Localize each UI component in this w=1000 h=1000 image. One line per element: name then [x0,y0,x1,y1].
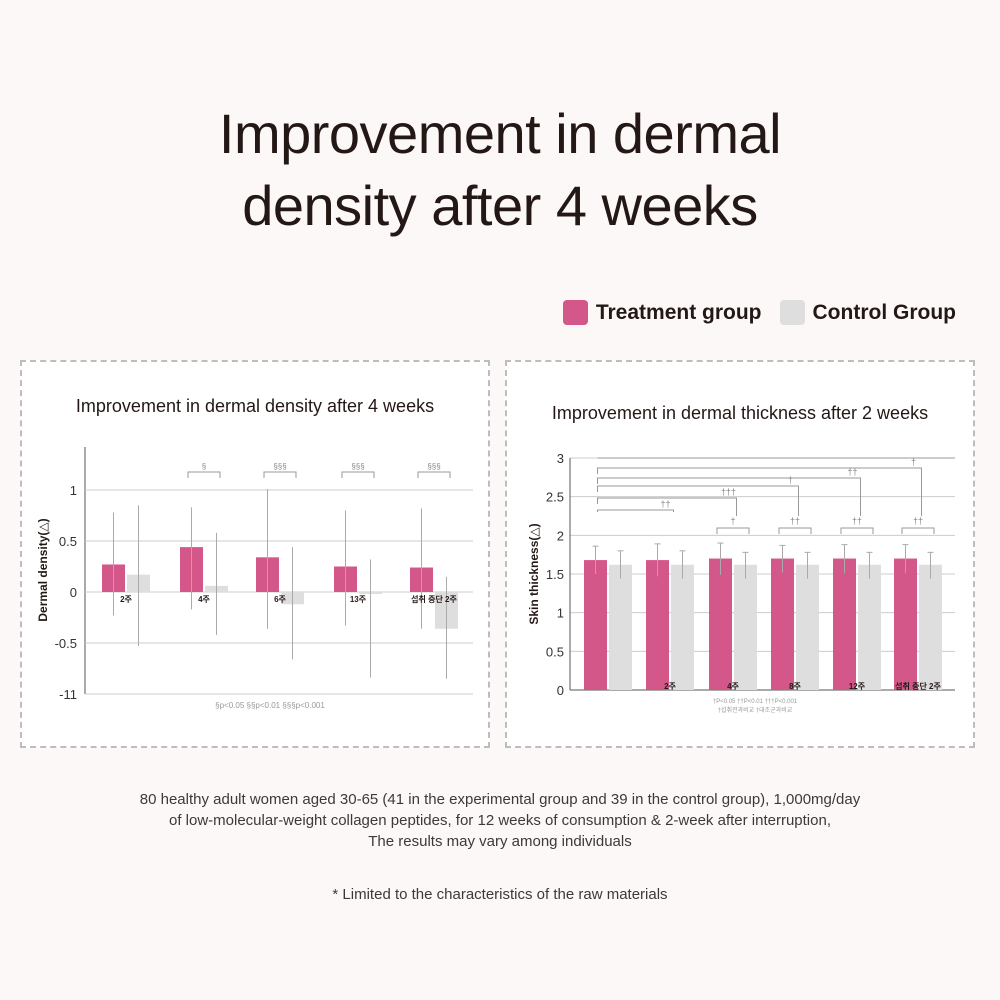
baseline-bracket [597,509,674,512]
control-bar [919,564,942,690]
baseline-significance-mark: ††† [721,487,736,497]
y-tick-label: 2.5 [546,490,564,505]
significance-bracket [341,471,375,478]
y-tick-label: 2 [557,528,564,543]
legend-label-treatment: Treatment group [595,300,762,324]
y-tick-label: 0 [70,585,77,600]
page-title-line-2: density after 4 weeks [242,174,758,237]
baseline-bracket [597,477,861,516]
significance-bracket [716,527,750,534]
x-category-label: 2주 [120,595,132,604]
significance-bracket [187,471,221,478]
significance-mark: §§§ [351,462,364,471]
thickness-chart-title: Improvement in dermal thickness after 2 … [551,403,929,423]
baseline-significance-mark: † [788,475,793,485]
significance-mark: §§§ [427,462,440,471]
significance-mark: § [202,462,206,471]
significance-mark: † [730,516,735,526]
x-category-label: 2주 [664,682,676,691]
legend-label-control: Control Group [812,300,956,324]
x-category-label: 13주 [350,595,367,604]
significance-mark: †† [913,516,923,526]
treatment-bar [584,560,607,690]
density-chart-panel: Improvement in dermal density after 4 we… [20,360,490,748]
x-category-label: 6주 [274,595,286,604]
significance-bracket [417,471,451,478]
baseline-bracket [597,497,737,516]
treatment-bar [833,558,856,690]
baseline-significance-mark: † [911,457,916,467]
legend-item-treatment: Treatment group [562,300,762,325]
baseline-bracket [597,485,799,516]
significance-mark: †† [790,516,800,526]
control-bar [858,564,881,690]
significance-note: †섭취전과비교 †대조군과비교 [718,706,793,714]
y-tick-label: 1 [70,483,77,498]
baseline-significance-mark: †† [847,467,857,477]
control-bar [671,564,694,690]
significance-note: †P<0.05 ††P<0.01 †††P<0.001 [713,699,798,705]
y-tick-label: 3 [557,451,564,466]
baseline-significance-mark: †† [660,499,670,509]
y-tick-label: -0.5 [55,636,77,651]
significance-bracket [901,527,935,534]
x-category-label: 4주 [198,595,210,604]
y-tick-label: 1 [557,606,564,621]
legend-swatch-control [779,300,805,325]
significance-note: §p<0.05 §§p<0.01 §§§p<0.001 [215,701,325,710]
study-description-line-1: 80 healthy adult women aged 30-65 (41 in… [139,791,861,808]
density-chart-title: Improvement in dermal density after 4 we… [75,396,435,416]
y-tick-label: 0 [557,683,564,698]
page-title-line-1: Improvement in dermal [218,102,782,165]
x-category-label: 8주 [789,682,801,691]
study-description-line-2: of low-molecular-weight collagen peptide… [168,812,831,829]
y-tick-label: -11 [59,687,77,702]
y-tick-label: 1.5 [546,567,564,582]
significance-bracket [778,527,812,534]
significance-mark: †† [852,516,862,526]
significance-bracket [840,527,874,534]
x-category-label: 섭취 중단 2주 [411,594,457,604]
y-axis-label: Dermal density(△) [36,518,50,621]
control-bar [609,564,632,690]
y-tick-label: 0.5 [546,644,564,659]
y-tick-label: 0.5 [59,534,77,549]
x-category-label: 12주 [849,682,866,691]
legend-swatch-treatment [562,300,588,325]
significance-bracket [263,471,297,478]
legend: Treatment group Control Group [562,300,956,325]
baseline-bracket [597,467,922,516]
control-bar [796,564,819,690]
legend-item-control: Control Group [779,300,956,325]
treatment-bar [771,558,794,690]
treatment-bar [709,558,732,690]
study-description-line-3: The results may vary among individuals [368,833,632,850]
treatment-bar [646,560,669,690]
study-description: 80 healthy adult women aged 30-65 (41 in… [0,789,1000,852]
y-axis-label: Skin thickness(△) [527,523,541,624]
control-bar [734,564,757,690]
x-category-label: 4주 [727,682,739,691]
significance-mark: §§§ [273,462,286,471]
treatment-bar [894,558,917,690]
footnote: * Limited to the characteristics of the … [332,886,668,903]
x-category-label: 섭취 중단 2주 [895,681,941,691]
page-title: Improvement in dermal density after 4 we… [0,98,1000,242]
thickness-chart-panel: Improvement in dermal thickness after 2 … [505,360,975,748]
density-chart-svg: 1 0.5 0 -0.5 -11 Dermal density(△) 2주 4주 § 6주 §§§ 1… [36,447,473,710]
